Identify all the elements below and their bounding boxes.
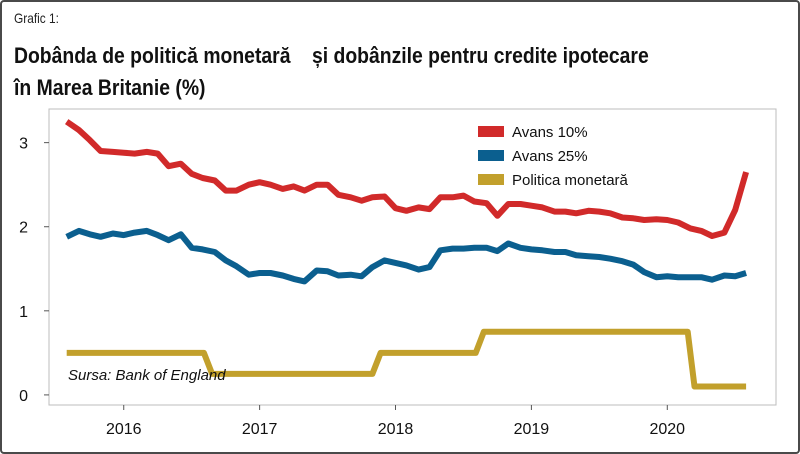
legend-swatch-2 bbox=[478, 174, 504, 185]
source-note: Sursa: Bank of England bbox=[68, 367, 226, 384]
legend-swatch-0 bbox=[478, 126, 504, 137]
series-lines bbox=[64, 119, 749, 390]
legend-swatch-1 bbox=[478, 150, 504, 161]
series-line-0 bbox=[64, 119, 749, 239]
y-tick-label-3: 3 bbox=[19, 136, 28, 153]
x-tick-label-3: 2019 bbox=[514, 421, 550, 438]
chart-title: Dobânda de politică monetară și dobânzil… bbox=[14, 40, 649, 104]
x-tick-label-4: 2020 bbox=[649, 421, 685, 438]
figure-caption: Grafic 1: bbox=[14, 10, 59, 26]
x-tick-label-1: 2017 bbox=[242, 421, 278, 438]
series-line-2 bbox=[66, 328, 747, 390]
y-tick-label-0: 0 bbox=[19, 388, 28, 405]
legend: Avans 10% Avans 25% Politica monetară bbox=[478, 124, 629, 189]
legend-label-2: Politica monetară bbox=[512, 172, 629, 189]
chart-title-line-2: în Marea Britanie (%) bbox=[14, 75, 206, 100]
legend-label-0: Avans 10% bbox=[512, 124, 588, 141]
y-tick-label-2: 2 bbox=[19, 220, 28, 237]
plot-area bbox=[48, 108, 777, 406]
x-axis: 2016 2017 2018 2019 2020 bbox=[106, 405, 685, 438]
series-line-1 bbox=[65, 227, 747, 285]
y-tick-label-1: 1 bbox=[19, 304, 28, 321]
y-axis: 0 1 2 3 bbox=[19, 136, 49, 405]
x-tick-label-2: 2018 bbox=[378, 421, 414, 438]
chart-title-line-1: Dobânda de politică monetară și dobânzil… bbox=[14, 43, 649, 68]
x-tick-label-0: 2016 bbox=[106, 421, 142, 438]
legend-label-1: Avans 25% bbox=[512, 148, 588, 165]
